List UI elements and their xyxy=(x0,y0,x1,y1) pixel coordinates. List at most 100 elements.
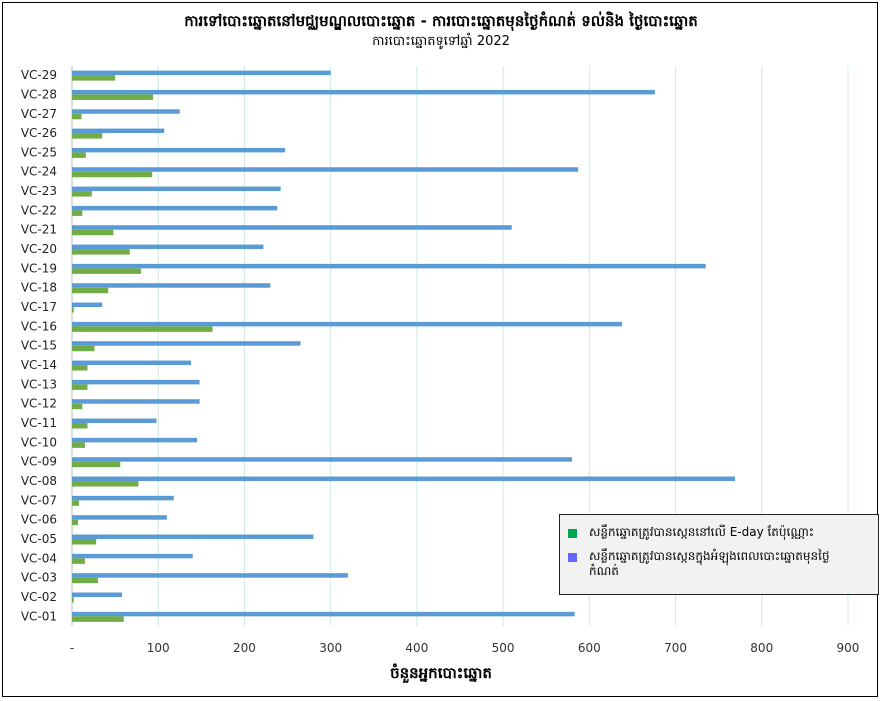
bar-eday xyxy=(72,461,121,468)
y-category-label: VC-14 xyxy=(21,358,57,372)
legend-swatch-eday xyxy=(568,529,577,538)
bar-eday xyxy=(72,152,86,158)
bar-eday xyxy=(72,94,154,100)
bar-eday xyxy=(72,191,92,197)
bar-eday xyxy=(72,403,83,410)
x-tick-label: 900 xyxy=(837,641,860,655)
bar-eday xyxy=(72,210,83,216)
y-category-label: VC-02 xyxy=(21,590,57,604)
y-category-label: VC-23 xyxy=(21,184,57,198)
legend-item-early: សន្លឹកឆ្នោតត្រូវបានស្កេនក្នុងអំឡុងពេលបោះ… xyxy=(568,549,859,579)
y-category-label: VC-11 xyxy=(21,416,57,430)
bar-early-voting xyxy=(72,573,348,578)
y-category-label: VC-15 xyxy=(21,339,57,353)
bar-early-voting xyxy=(72,302,103,308)
x-tick-label: 400 xyxy=(405,641,428,655)
bar-eday xyxy=(72,287,109,294)
x-tick-label: - xyxy=(70,641,74,655)
bar-eday xyxy=(72,133,103,139)
bar-early-voting xyxy=(72,457,573,462)
bar-eday xyxy=(72,384,88,390)
bar-early-voting xyxy=(72,399,200,404)
y-category-label: VC-05 xyxy=(21,532,57,546)
y-category-label: VC-21 xyxy=(21,223,57,237)
bar-early-voting xyxy=(72,225,512,230)
bar-eday xyxy=(72,249,130,255)
y-category-label: VC-13 xyxy=(21,377,57,391)
y-category-label: VC-27 xyxy=(21,107,57,121)
y-category-label: VC-08 xyxy=(21,474,57,488)
bar-early-voting xyxy=(72,437,198,443)
bar-eday xyxy=(72,558,85,564)
y-category-label: VC-22 xyxy=(21,203,57,217)
bar-early-voting xyxy=(72,109,180,114)
x-tick-label: 700 xyxy=(664,641,687,655)
bar-eday xyxy=(72,229,114,236)
legend-item-eday: សន្លឹកឆ្នោតត្រូវបានស្កេននៅលើ E-day តែប៉ុ… xyxy=(568,525,859,540)
bar-eday xyxy=(72,539,97,545)
chart-title: ការទៅបោះឆ្នោតនៅមជ្ឈមណ្ឌលបោះឆ្នោត - ការបោ… xyxy=(184,12,698,30)
bar-eday xyxy=(72,481,139,487)
y-category-label: VC-03 xyxy=(21,571,57,585)
y-category-label: VC-09 xyxy=(21,455,57,469)
x-tick-label: 300 xyxy=(319,641,342,655)
bar-eday xyxy=(72,113,82,120)
bar-early-voting xyxy=(72,167,579,172)
legend-swatch-early xyxy=(568,553,577,562)
bar-early-voting xyxy=(72,515,167,520)
bar-early-voting xyxy=(72,128,165,134)
x-tick-label: 800 xyxy=(750,641,773,655)
x-tick-label: 100 xyxy=(147,641,170,655)
bar-early-voting xyxy=(72,476,736,482)
y-category-label: VC-20 xyxy=(21,242,57,256)
bar-eday xyxy=(72,597,74,603)
bar-early-voting xyxy=(72,553,193,559)
y-category-label: VC-16 xyxy=(21,319,57,333)
bar-early-voting xyxy=(72,534,314,540)
legend: សន្លឹកឆ្នោតត្រូវបានស្កេននៅលើ E-day តែប៉ុ… xyxy=(559,514,879,595)
y-category-label: VC-12 xyxy=(21,397,57,411)
y-category-label: VC-06 xyxy=(21,513,57,527)
bar-eday xyxy=(72,171,153,178)
y-category-label: VC-19 xyxy=(21,261,57,275)
chart-subtitle: ការបោះឆ្នោតទូទៅឆ្នាំ 2022 xyxy=(372,34,510,49)
bar-eday xyxy=(72,345,95,352)
bar-early-voting xyxy=(72,341,301,346)
bar-early-voting xyxy=(72,379,200,385)
bar-eday xyxy=(72,326,213,332)
bar-early-voting xyxy=(72,89,655,95)
y-category-label: VC-26 xyxy=(21,126,57,140)
bar-eday xyxy=(72,75,116,81)
bar-early-voting xyxy=(72,495,174,501)
bar-eday xyxy=(72,442,85,448)
bar-early-voting xyxy=(72,592,123,598)
bar-early-voting xyxy=(72,205,278,211)
y-category-label: VC-29 xyxy=(21,68,57,82)
x-tick-label: 200 xyxy=(233,641,256,655)
y-category-label: VC-04 xyxy=(21,551,57,565)
bar-eday xyxy=(72,268,141,274)
bar-early-voting xyxy=(72,244,264,250)
y-category-label: VC-24 xyxy=(21,165,57,179)
bar-eday xyxy=(72,307,74,313)
bar-eday xyxy=(72,519,79,526)
y-category-label: VC-01 xyxy=(21,609,57,623)
x-axis-label: ចំនួនអ្នកបោះឆ្នោត xyxy=(390,664,492,682)
x-tick-label: 500 xyxy=(492,641,515,655)
y-category-label: VC-07 xyxy=(21,493,57,507)
bar-early-voting xyxy=(72,263,706,269)
bar-early-voting xyxy=(72,283,271,288)
bar-early-voting xyxy=(72,147,285,153)
bar-early-voting xyxy=(72,186,281,192)
bar-eday xyxy=(72,500,79,506)
bar-early-voting xyxy=(72,360,191,366)
y-category-label: VC-28 xyxy=(21,87,57,101)
y-category-label: VC-18 xyxy=(21,281,57,295)
bar-early-voting xyxy=(72,418,157,424)
bar-eday xyxy=(72,577,98,584)
bar-eday xyxy=(72,423,88,429)
legend-label-early: សន្លឹកឆ្នោតត្រូវបានស្កេនក្នុងអំឡុងពេលបោះ… xyxy=(589,549,830,578)
y-category-label: VC-10 xyxy=(21,435,57,449)
y-category-label: VC-25 xyxy=(21,145,57,159)
